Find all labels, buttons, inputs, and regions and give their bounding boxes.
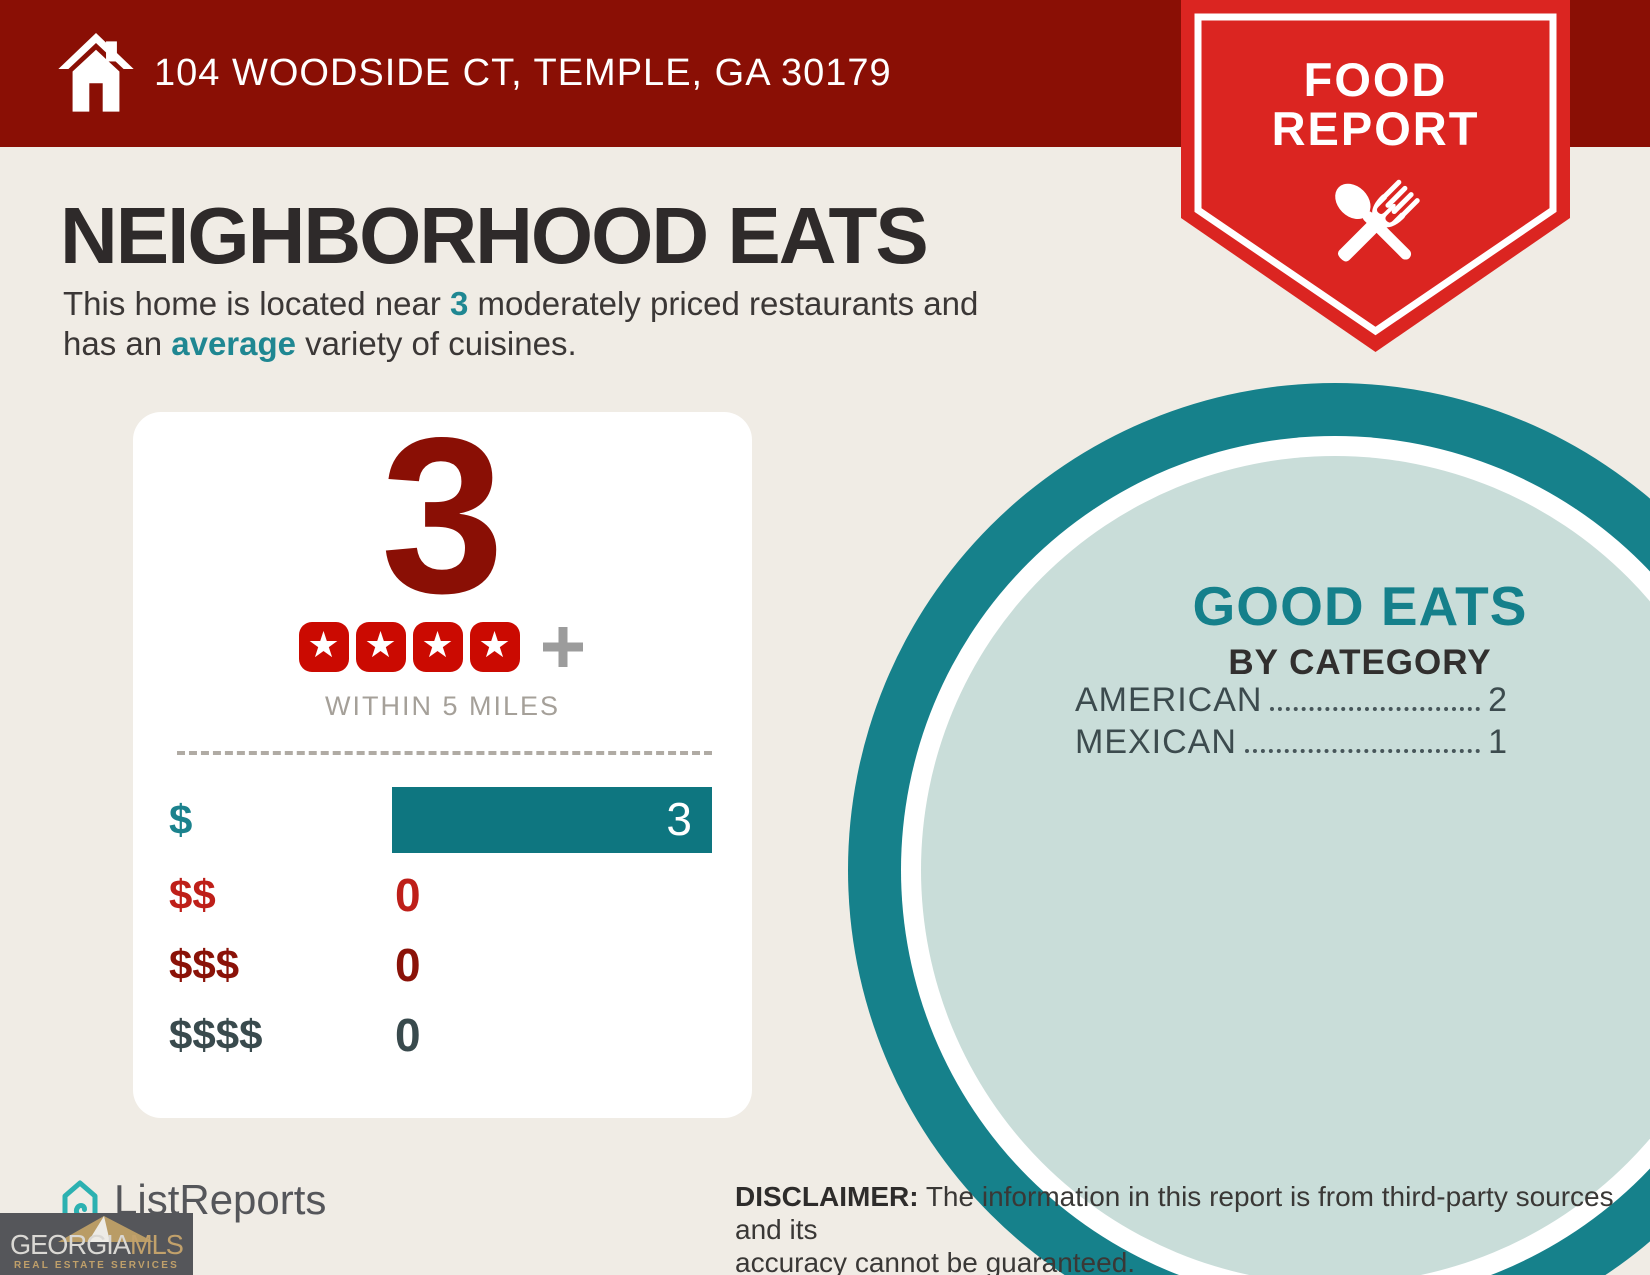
dotted-leader [1244,748,1481,753]
star-icon: ★ [355,622,406,672]
disclaimer: DISCLAIMER: The information in this repo… [735,1181,1614,1275]
subtitle-text: This home is located near [63,285,451,322]
category-label: MEXICAN [1075,723,1237,761]
price-level-label: $$$$ [169,1011,263,1058]
intro-subtitle: This home is located near 3 moderately p… [63,285,979,362]
star-icon: ★ [412,622,463,672]
plus-icon [542,627,583,667]
georgia-mls-badge: GEORGIAMLS REAL ESTATE SERVICES [0,1213,193,1275]
home-icon [58,33,134,112]
restaurant-count-inline: 3 [450,285,469,322]
good-eats-subtitle: BY CATEGORY [1228,643,1492,682]
price-level-value: 0 [395,869,421,921]
category-row: MEXICAN 1 [1075,720,1507,762]
ribbon-title-line1: FOOD [1304,53,1448,106]
price-level-label: $$$ [169,941,240,988]
header-bar: 104 WOODSIDE CT, TEMPLE, GA 30179 [0,0,1650,147]
category-value: 1 [1488,723,1507,761]
price-level-label: $ [169,796,193,843]
category-row: AMERICAN 2 [1075,678,1507,720]
price-level-value: 0 [395,1009,421,1061]
restaurant-stats-card: 3 ★ ★ ★ ★ WITHIN 5 MILES $ 3 $$ 0 $$$ 0 … [133,392,752,1118]
ribbon-title-line2: REPORT [1272,102,1480,155]
price-level-label: $$ [169,871,216,918]
disclaimer-label: DISCLAIMER: [735,1181,919,1212]
mountain-peak-icon [58,1216,154,1242]
variety-highlight: average [171,325,297,362]
good-eats-title: GOOD EATS [1192,575,1528,637]
price-level-bar: 3 [392,787,712,853]
mls-tagline: REAL ESTATE SERVICES [14,1260,179,1271]
good-eats-header: GOOD EATS BY CATEGORY [1090,574,1630,683]
crossed-spoon-fork-icon [1335,179,1420,262]
category-list: AMERICAN 2 MEXICAN 1 [1075,678,1507,762]
dashed-divider [177,751,712,755]
star-icon: ★ [298,622,349,672]
mls-name: GEORGIAMLS [10,1229,184,1260]
category-value: 2 [1488,681,1507,719]
page-title: NEIGHBORHOOD EATS [60,191,929,280]
rating-stars: ★ ★ ★ ★ [133,621,752,673]
food-report-ribbon: FOOD REPORT [1181,0,1570,352]
star-icon: ★ [469,622,520,672]
radius-label: WITHIN 5 MILES [324,691,561,721]
restaurant-count: 3 [380,392,505,640]
bar-value: 3 [666,793,692,845]
dotted-leader [1270,706,1481,711]
price-level-value: 0 [395,939,421,991]
property-address: 104 WOODSIDE CT, TEMPLE, GA 30179 [154,52,892,94]
category-label: AMERICAN [1075,681,1263,719]
